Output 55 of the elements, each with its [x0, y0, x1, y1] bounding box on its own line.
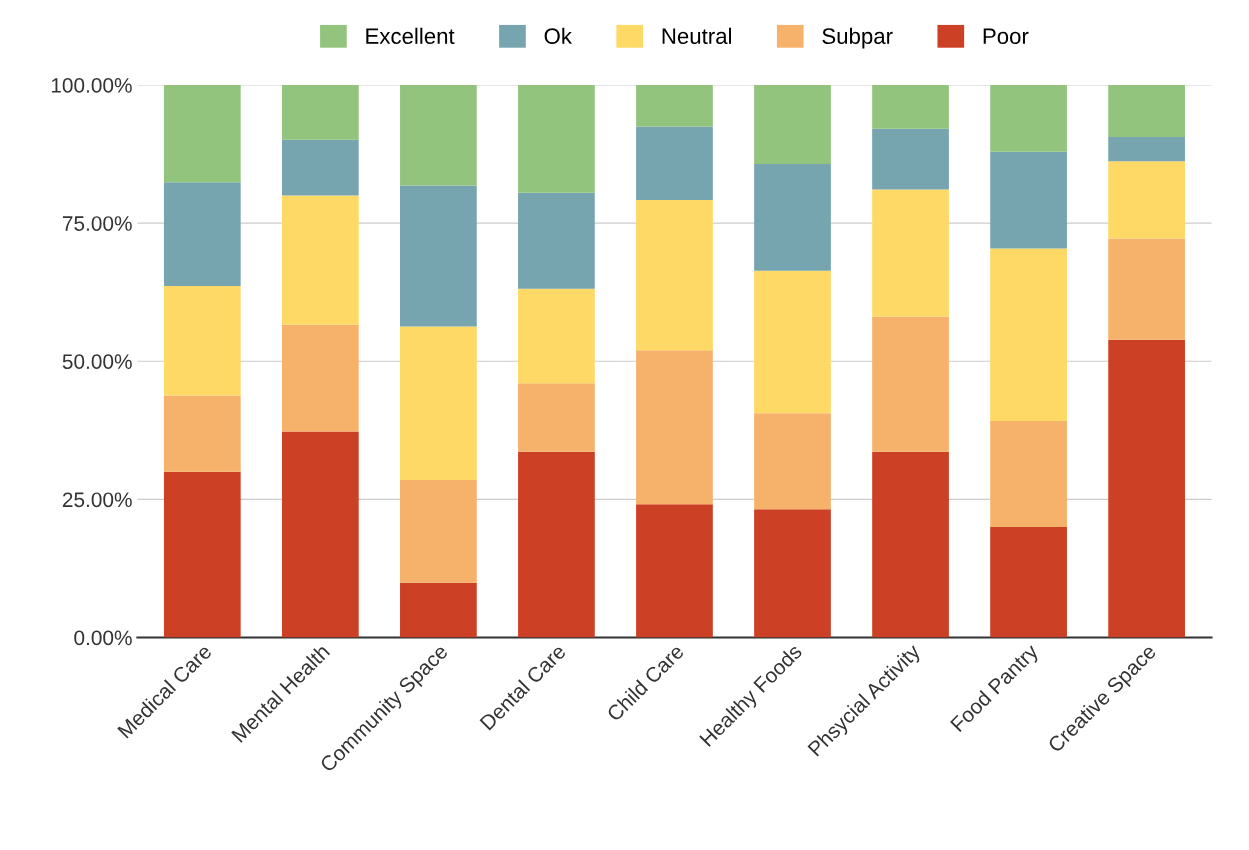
bar: [872, 128, 949, 190]
legend-label: Subpar: [822, 27, 893, 49]
bar: [990, 85, 1067, 152]
legend-label: Excellent: [366, 27, 455, 45]
bar: [754, 85, 831, 165]
bar: [518, 451, 595, 638]
bar: [1108, 161, 1185, 239]
bar: [400, 326, 477, 481]
bar: [518, 383, 595, 452]
bar: [872, 451, 949, 638]
bar: [754, 509, 831, 638]
bar: [872, 189, 949, 317]
bar: [636, 350, 713, 505]
y-tick-label: 0.00%: [74, 630, 132, 646]
bar: [754, 413, 831, 510]
legend-label: Poor: [983, 28, 1029, 45]
bar: [872, 85, 949, 129]
bar: [1108, 85, 1185, 137]
bar: [400, 480, 477, 583]
bar: [636, 126, 713, 200]
bar: [400, 85, 477, 186]
bar: [163, 286, 241, 396]
bar: [518, 85, 595, 193]
bar: [1108, 238, 1185, 340]
bar: [400, 185, 477, 327]
bar: [872, 316, 949, 452]
bar: [163, 85, 241, 183]
bar: [518, 192, 595, 289]
bar: [1108, 136, 1185, 162]
bar: [990, 151, 1067, 249]
bar: [281, 139, 359, 196]
bar: [636, 199, 713, 351]
bar: [754, 270, 831, 414]
bar: [990, 420, 1067, 527]
bar: [281, 85, 359, 140]
y-tick-label: 75.00%: [62, 216, 132, 231]
bar: [754, 164, 831, 271]
bar: [163, 182, 241, 287]
legend-label: Neutral: [662, 27, 731, 45]
bar: [281, 324, 359, 432]
bar: [990, 248, 1067, 421]
bar: [163, 471, 241, 638]
bar: [163, 395, 241, 472]
bar: [990, 527, 1067, 638]
bar: [636, 504, 713, 638]
bar: [1108, 339, 1185, 638]
bar: [400, 582, 477, 638]
bar: [281, 431, 359, 638]
legend-label: Ok: [544, 27, 572, 45]
bar: [281, 195, 359, 325]
y-tick-label: 50.00%: [62, 354, 132, 369]
bar: [636, 85, 713, 127]
y-tick-label: 100.00%: [51, 78, 132, 93]
bar: [518, 288, 595, 384]
y-tick-label: 25.00%: [62, 492, 132, 508]
